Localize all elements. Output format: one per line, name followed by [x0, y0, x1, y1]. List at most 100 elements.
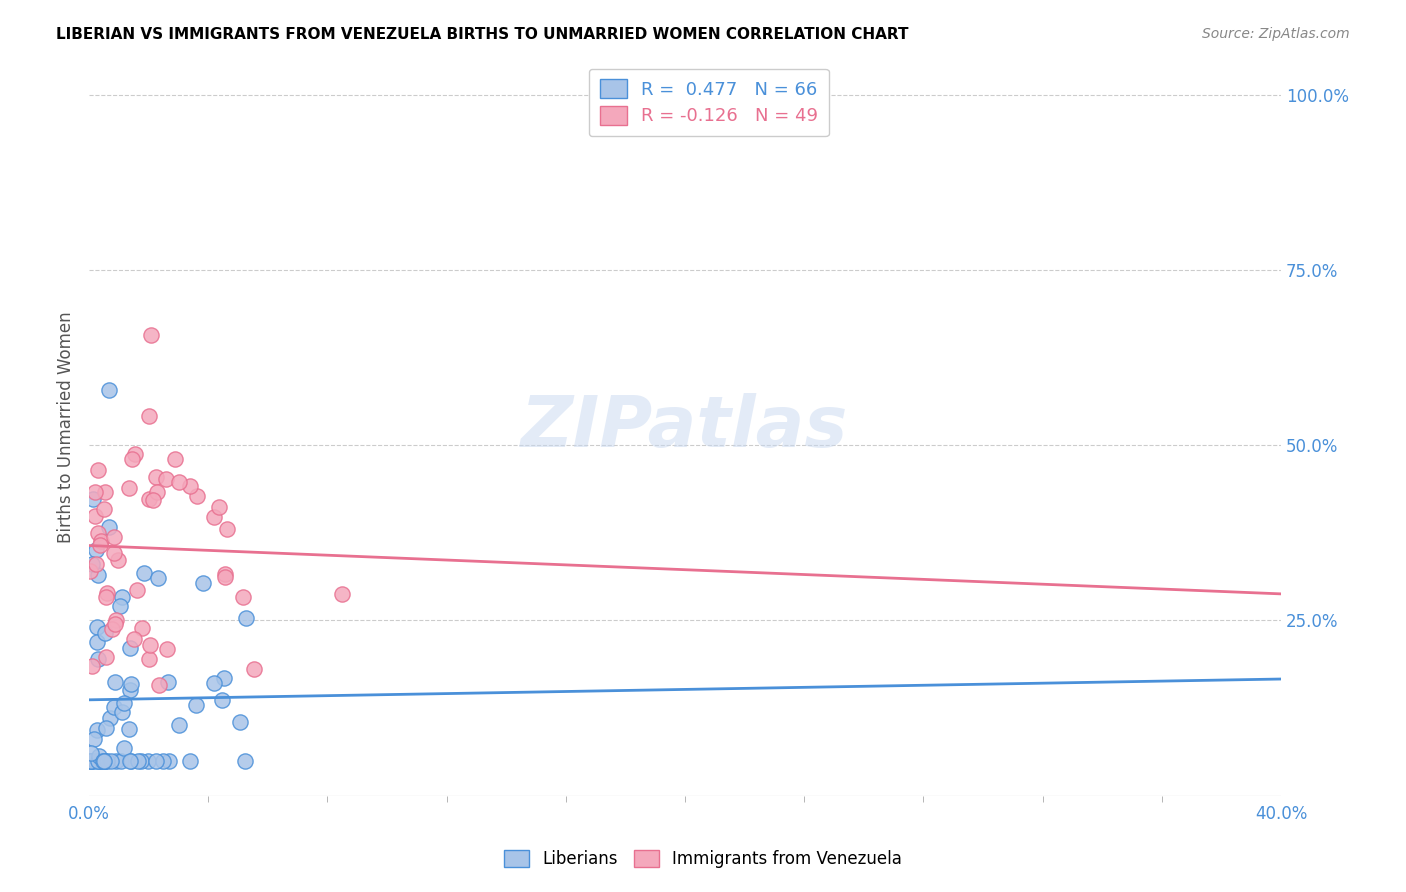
Point — [179, 754, 201, 768]
Point — [118, 722, 141, 736]
Point — [129, 754, 152, 768]
Point — [118, 481, 141, 495]
Point — [156, 641, 179, 656]
Point — [167, 718, 190, 732]
Point — [98, 520, 121, 534]
Point — [212, 671, 235, 685]
Point — [131, 621, 153, 635]
Point — [146, 571, 169, 585]
Point — [124, 447, 146, 461]
Point — [208, 500, 231, 514]
Point — [94, 485, 117, 500]
Point — [87, 754, 110, 768]
Point — [93, 754, 115, 768]
Point — [96, 754, 118, 768]
Point — [142, 492, 165, 507]
Point — [80, 557, 103, 571]
Point — [94, 721, 117, 735]
Point — [80, 659, 103, 673]
Point — [89, 754, 111, 768]
Point — [94, 591, 117, 605]
Y-axis label: Births to Unmarried Women: Births to Unmarried Women — [58, 312, 75, 543]
Point — [120, 754, 142, 768]
Point — [156, 675, 179, 690]
Point — [90, 533, 112, 548]
Point — [152, 754, 174, 768]
Point — [93, 754, 115, 768]
Point — [79, 564, 101, 578]
Point — [103, 530, 125, 544]
Point — [155, 472, 177, 486]
Point — [179, 479, 201, 493]
Point — [233, 754, 256, 768]
Point — [80, 754, 103, 768]
Point — [112, 696, 135, 710]
Point — [103, 546, 125, 560]
Point — [139, 327, 162, 342]
Point — [97, 383, 120, 397]
Point — [228, 714, 250, 729]
Point — [98, 711, 121, 725]
Legend: R =  0.477   N = 66, R = -0.126   N = 49: R = 0.477 N = 66, R = -0.126 N = 49 — [589, 69, 830, 136]
Point — [122, 632, 145, 646]
Point — [211, 693, 233, 707]
Point — [127, 583, 149, 598]
Point — [232, 590, 254, 604]
Point — [138, 409, 160, 423]
Point — [104, 617, 127, 632]
Point — [105, 613, 128, 627]
Point — [145, 754, 167, 768]
Point — [79, 754, 101, 768]
Point — [104, 675, 127, 690]
Point — [93, 501, 115, 516]
Point — [204, 676, 226, 690]
Point — [214, 570, 236, 584]
Point — [132, 566, 155, 580]
Point — [121, 451, 143, 466]
Point — [83, 731, 105, 746]
Text: ZIPatlas: ZIPatlas — [522, 393, 849, 462]
Point — [100, 754, 122, 768]
Point — [87, 526, 110, 541]
Point — [118, 640, 141, 655]
Point — [191, 576, 214, 591]
Point — [83, 508, 105, 523]
Point — [89, 538, 111, 552]
Point — [84, 557, 107, 571]
Point — [114, 741, 136, 756]
Point — [145, 470, 167, 484]
Point — [93, 754, 115, 768]
Point — [87, 651, 110, 665]
Point — [82, 492, 104, 507]
Point — [111, 705, 134, 719]
Point — [127, 754, 149, 768]
Point — [214, 566, 236, 581]
Point — [86, 620, 108, 634]
Point — [138, 652, 160, 666]
Point — [108, 599, 131, 613]
Point — [84, 542, 107, 557]
Point — [94, 649, 117, 664]
Point — [186, 489, 208, 503]
Point — [86, 723, 108, 737]
Point — [145, 485, 167, 500]
Point — [136, 754, 159, 768]
Point — [86, 635, 108, 649]
Text: Source: ZipAtlas.com: Source: ZipAtlas.com — [1202, 27, 1350, 41]
Point — [215, 522, 238, 536]
Point — [83, 485, 105, 500]
Point — [157, 754, 180, 768]
Point — [94, 626, 117, 640]
Point — [80, 747, 103, 761]
Point — [83, 754, 105, 768]
Point — [91, 754, 114, 768]
Point — [235, 610, 257, 624]
Point — [186, 698, 208, 712]
Point — [148, 678, 170, 692]
Legend: Liberians, Immigrants from Venezuela: Liberians, Immigrants from Venezuela — [496, 843, 910, 875]
Point — [103, 699, 125, 714]
Point — [87, 748, 110, 763]
Point — [202, 510, 225, 524]
Point — [118, 754, 141, 768]
Text: LIBERIAN VS IMMIGRANTS FROM VENEZUELA BIRTHS TO UNMARRIED WOMEN CORRELATION CHAR: LIBERIAN VS IMMIGRANTS FROM VENEZUELA BI… — [56, 27, 908, 42]
